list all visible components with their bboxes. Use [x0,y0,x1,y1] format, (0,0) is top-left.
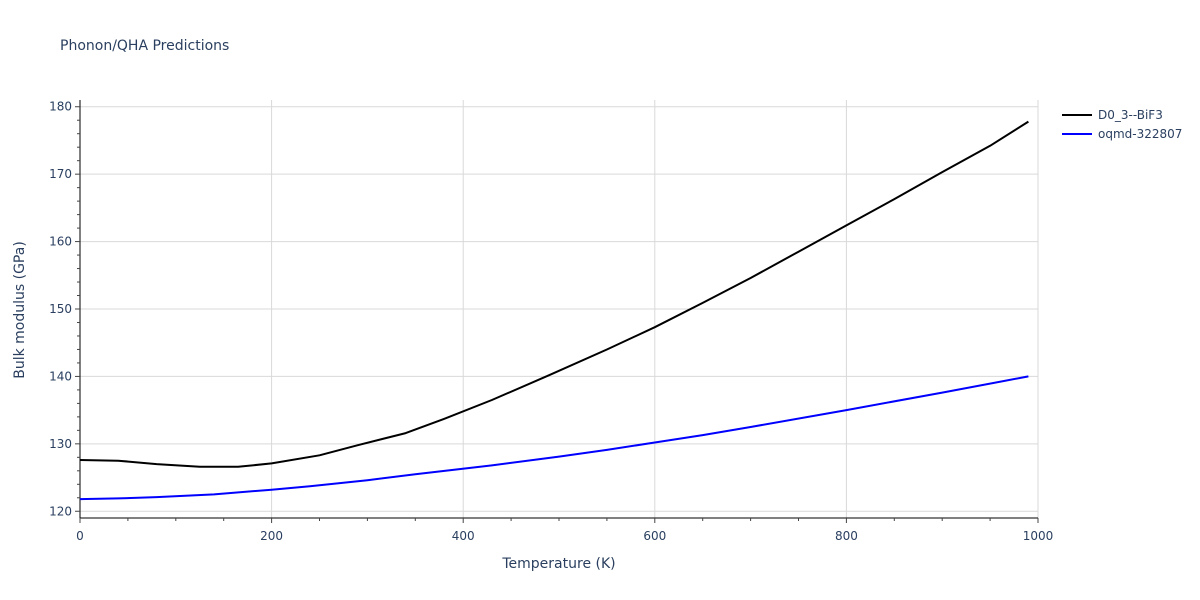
legend-item-1[interactable]: oqmd-322807 [1062,127,1182,141]
grid [80,100,1039,518]
y-tick-label: 180 [49,100,72,114]
series-line-1 [79,375,1029,501]
legend-label: oqmd-322807 [1098,127,1182,141]
x-tick-label: 200 [260,529,283,543]
legend[interactable]: D0_3--BiF3 oqmd-322807 [1062,108,1182,141]
chart-title: Phonon/QHA Predictions [60,38,229,54]
legend-item-0[interactable]: D0_3--BiF3 [1062,108,1163,122]
y-tick-label: 150 [49,302,72,316]
y-tick-label: 120 [49,504,72,518]
legend-label: D0_3--BiF3 [1098,108,1163,122]
y-tick-label: 140 [49,369,72,383]
x-tick-label: 600 [643,529,666,543]
series-line-0 [79,120,1029,468]
x-tick-label: 800 [835,529,858,543]
x-axis-title: Temperature (K) [501,556,615,572]
x-tick-label: 1000 [1023,529,1054,543]
x-tick-label: 0 [76,529,84,543]
series-layer [79,120,1029,501]
y-tick-label: 160 [49,235,72,249]
y-axis-title: Bulk modulus (GPa) [12,241,28,379]
y-tick-label: 170 [49,167,72,181]
axes: 0 200 400 600 800 1000 120 130 140 150 160 170 180 [49,100,1053,543]
x-tick-label: 400 [452,529,475,543]
y-tick-label: 130 [49,437,72,451]
